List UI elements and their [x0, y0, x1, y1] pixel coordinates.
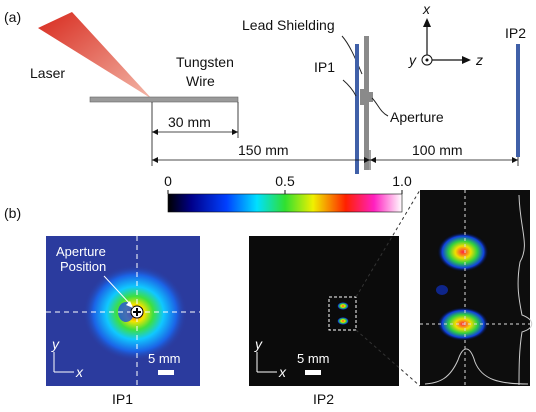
- colorbar-tick-label: 0.5: [275, 173, 295, 189]
- caption: IP2: [313, 391, 334, 407]
- annotation: Aperture: [56, 244, 106, 259]
- axis-label: x: [422, 1, 431, 17]
- scale-bar: [305, 370, 321, 375]
- beam-spot: [337, 302, 349, 310]
- axis-label: x: [278, 364, 287, 380]
- laser-label: Laser: [30, 65, 65, 81]
- axis-y-dot: [426, 59, 429, 62]
- wire-label: Tungsten: [176, 54, 234, 70]
- axis-label: y: [408, 52, 417, 68]
- scale-bar: [158, 370, 174, 375]
- dimension-arrows: [152, 129, 518, 163]
- panel-label: (b): [4, 205, 21, 221]
- axis-label: y: [51, 336, 60, 352]
- colorbar-tick-label: 1.0: [392, 173, 412, 189]
- ip2-plate: [516, 44, 520, 157]
- axis-label: x: [75, 364, 84, 380]
- aperture-label: Aperture: [390, 109, 444, 125]
- arrowhead: [462, 56, 471, 64]
- dimension-label: 150 mm: [238, 142, 289, 158]
- lead-shield: [360, 36, 373, 170]
- colorbar-tick-label: 0: [164, 173, 172, 189]
- beam-spot: [337, 317, 349, 325]
- panel-label: (a): [4, 9, 21, 25]
- arrowhead: [423, 18, 431, 27]
- ip2-label: IP2: [505, 25, 526, 41]
- colorbar-scale: [168, 194, 402, 212]
- dimension-lines: [152, 102, 518, 170]
- beam-spot: [437, 232, 489, 272]
- ip1-plate: [355, 44, 359, 174]
- axis-label: y: [254, 336, 263, 352]
- laser-beam: [38, 12, 152, 99]
- zoom-image: [420, 190, 530, 386]
- shielding-label: Lead Shielding: [242, 17, 335, 33]
- scale-label: 5 mm: [297, 351, 330, 366]
- ip1-label: IP1: [314, 59, 335, 75]
- leader: [372, 98, 388, 116]
- dimension-label: 30 mm: [168, 114, 211, 130]
- caption: IP1: [112, 391, 133, 407]
- colorbar: 0 0.5 1.0: [164, 173, 412, 212]
- annotation: Position: [60, 259, 106, 274]
- tungsten-wire: [90, 97, 238, 102]
- dimension-label: 100 mm: [412, 142, 463, 158]
- axis-label: z: [475, 52, 483, 68]
- wire-label: Wire: [186, 73, 215, 89]
- beam-spot: [436, 285, 448, 295]
- leader: [343, 80, 356, 96]
- scale-label: 5 mm: [148, 351, 181, 366]
- figure: (a) Laser Tungsten Wire Lead Shielding I…: [0, 0, 536, 412]
